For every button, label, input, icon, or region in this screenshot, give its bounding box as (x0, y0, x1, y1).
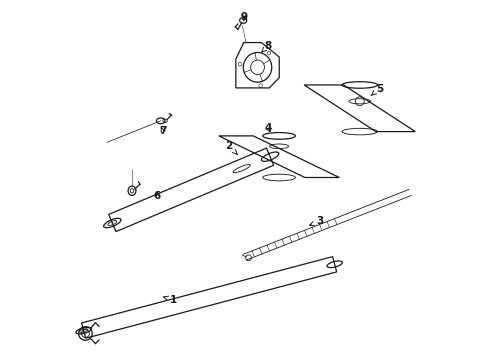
Text: 7: 7 (159, 126, 166, 135)
Text: 6: 6 (153, 191, 161, 201)
Text: 4: 4 (265, 123, 272, 133)
Text: 3: 3 (310, 216, 324, 226)
Text: 9: 9 (241, 12, 247, 22)
Text: 2: 2 (225, 141, 237, 154)
Text: 5: 5 (371, 84, 383, 96)
Text: 8: 8 (262, 41, 272, 52)
Text: 1: 1 (164, 295, 177, 305)
